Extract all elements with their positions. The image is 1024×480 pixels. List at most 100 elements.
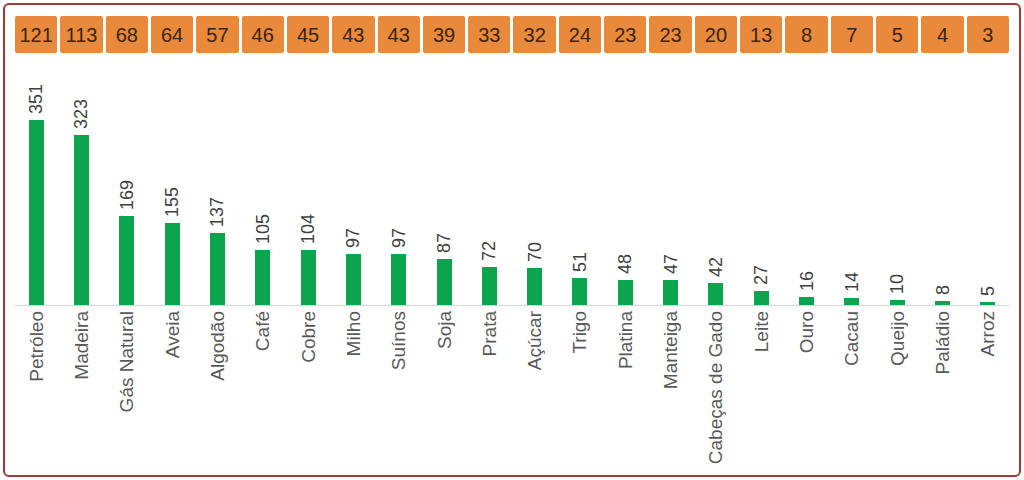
header-cell: 32 — [513, 16, 555, 53]
category-label: Cobre — [299, 311, 318, 363]
bar-column: 27 — [740, 53, 782, 305]
bar — [663, 280, 678, 305]
header-cell: 13 — [740, 16, 782, 53]
header-cell: 57 — [196, 16, 238, 53]
category-label: Queijo — [888, 311, 907, 366]
bar-column: 51 — [559, 53, 601, 305]
header-cell: 8 — [785, 16, 827, 53]
header-cell: 43 — [378, 16, 420, 53]
bar-value-label: 70 — [526, 242, 544, 262]
category-label: Soja — [435, 311, 454, 349]
category-label-cell: Petróleo — [15, 306, 57, 475]
category-label: Trigo — [570, 311, 589, 354]
category-label: Aveia — [163, 311, 182, 358]
category-label: Madeira — [72, 311, 91, 380]
category-label: Petróleo — [27, 311, 46, 382]
bar-value-label: 51 — [571, 252, 589, 272]
bar-value-label: 169 — [118, 180, 136, 210]
bar — [165, 223, 180, 305]
bar-column: 47 — [649, 53, 691, 305]
bar — [210, 233, 225, 305]
plot-area: 3513231691551371051049797877270514847422… — [15, 53, 1009, 305]
chart-frame: 1211136864574645434339333224232320138754… — [3, 3, 1021, 477]
category-label-cell: Leite — [740, 306, 782, 475]
bar-column: 104 — [287, 53, 329, 305]
category-label-cell: Ouro — [785, 306, 827, 475]
header-cell: 46 — [242, 16, 284, 53]
bar — [119, 216, 134, 305]
bar — [29, 120, 44, 305]
category-label-cell: Cabeças de Gado — [695, 306, 737, 475]
bar — [301, 250, 316, 305]
category-label-cell: Aveia — [151, 306, 193, 475]
header-cell: 43 — [332, 16, 374, 53]
bar-value-label: 155 — [163, 187, 181, 217]
bar — [391, 254, 406, 305]
bar-value-label: 48 — [616, 254, 634, 274]
category-label-cell: Suínos — [378, 306, 420, 475]
header-cell: 4 — [921, 16, 963, 53]
bar — [482, 267, 497, 305]
category-label: Milho — [344, 311, 363, 356]
bar-value-label: 104 — [299, 214, 317, 244]
bar — [255, 250, 270, 305]
bar — [74, 135, 89, 305]
category-label: Gás Natural — [117, 311, 136, 412]
bar-column: 351 — [15, 53, 57, 305]
header-cell: 45 — [287, 16, 329, 53]
bar — [708, 283, 723, 305]
category-label: Manteiga — [661, 311, 680, 389]
bar-value-label: 351 — [27, 84, 45, 114]
bar-column: 42 — [695, 53, 737, 305]
bar-value-label: 97 — [390, 228, 408, 248]
category-label: Prata — [480, 311, 499, 356]
category-label-cell: Manteiga — [649, 306, 691, 475]
category-label: Cacau — [842, 311, 861, 366]
header-cell: 23 — [604, 16, 646, 53]
category-label-cell: Gás Natural — [106, 306, 148, 475]
bar — [346, 254, 361, 305]
bar-value-label: 8 — [934, 285, 952, 295]
bar-column: 5 — [967, 53, 1009, 305]
header-cell: 64 — [151, 16, 193, 53]
category-label-cell: Soja — [423, 306, 465, 475]
bar-value-label: 323 — [72, 99, 90, 129]
category-label-cell: Arroz — [967, 306, 1009, 475]
category-label: Açúcar — [525, 311, 544, 370]
category-label-cell: Cobre — [287, 306, 329, 475]
bar-column: 70 — [513, 53, 555, 305]
category-label-cell: Café — [242, 306, 284, 475]
header-cell: 24 — [559, 16, 601, 53]
bar-column: 8 — [921, 53, 963, 305]
category-label: Leite — [752, 311, 771, 352]
bar-value-label: 27 — [752, 265, 770, 285]
bar — [572, 278, 587, 305]
header-cell: 23 — [649, 16, 691, 53]
bar-value-label: 5 — [979, 286, 997, 296]
bar-value-label: 72 — [480, 241, 498, 261]
bar-value-label: 47 — [662, 254, 680, 274]
header-cell: 113 — [60, 16, 102, 53]
bar-column: 16 — [785, 53, 827, 305]
category-label-cell: Cacau — [831, 306, 873, 475]
bar-value-label: 14 — [843, 272, 861, 292]
bar-value-label: 87 — [435, 233, 453, 253]
bar-value-label: 16 — [798, 271, 816, 291]
header-cell: 3 — [967, 16, 1009, 53]
bar — [618, 280, 633, 305]
category-label: Ouro — [797, 311, 816, 353]
bar — [754, 291, 769, 305]
bar-column: 10 — [876, 53, 918, 305]
category-label-cell: Platina — [604, 306, 646, 475]
category-label-cell: Algodão — [196, 306, 238, 475]
bar-column: 105 — [242, 53, 284, 305]
category-label: Suínos — [389, 311, 408, 370]
bar-value-label: 105 — [254, 214, 272, 244]
header-cell: 20 — [695, 16, 737, 53]
bar-value-label: 42 — [707, 257, 725, 277]
bar-value-label: 137 — [208, 197, 226, 227]
header-cell: 39 — [423, 16, 465, 53]
header-values-row: 1211136864574645434339333224232320138754… — [15, 16, 1009, 53]
bar-column: 72 — [468, 53, 510, 305]
header-cell: 5 — [876, 16, 918, 53]
